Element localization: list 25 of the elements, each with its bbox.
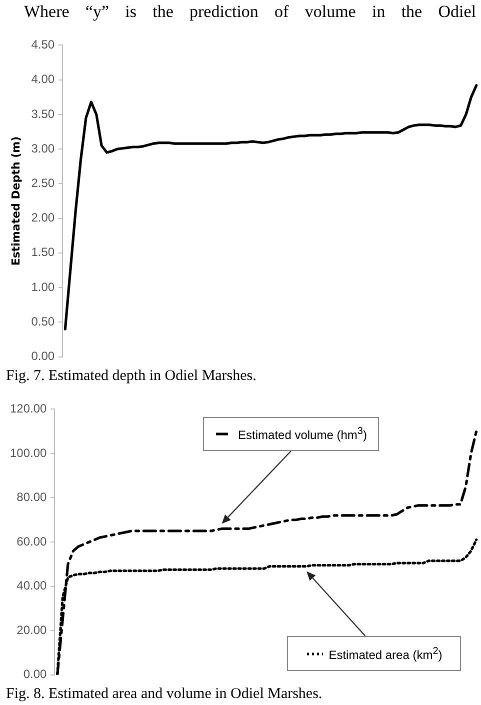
y-tick-label: 3.50 bbox=[31, 106, 55, 121]
y-tick-label: 2.00 bbox=[31, 210, 55, 225]
callout-box: Estimated volume (hm$^{3}$) bbox=[203, 417, 379, 451]
legend-label: Estimated area (km$^{2}$) bbox=[328, 646, 442, 662]
y-tick-label: 1.00 bbox=[31, 280, 55, 294]
y-tick-label: 2.50 bbox=[31, 176, 55, 190]
callout-box: Estimated area (km$^{2}$) bbox=[287, 636, 461, 671]
y-tick-label: 4.00 bbox=[31, 72, 55, 86]
legend-label: Estimated volume (hm$^{3}$) bbox=[238, 426, 367, 442]
caption: Fig. 7. Estimated depth in Odiel Marshes. bbox=[6, 368, 258, 385]
y-tick-label: 60.00 bbox=[16, 534, 48, 548]
y-tick-label: 120.00 bbox=[10, 402, 48, 416]
caption: Fig. 8. Estimated area and volume in Odiel Marshes. bbox=[6, 686, 324, 703]
y-axis-title: Estimated Depth (m) bbox=[9, 136, 22, 266]
y-tick-label: 20.00 bbox=[16, 622, 48, 637]
y-tick-label: 4.50 bbox=[31, 38, 55, 52]
y-tick-label: 80.00 bbox=[16, 490, 48, 504]
y-tick-label: 0.00 bbox=[23, 667, 48, 682]
y-tick-label: 1.50 bbox=[31, 245, 55, 260]
y-tick-label: 3.00 bbox=[31, 141, 55, 156]
y-tick-label: 0.50 bbox=[31, 314, 55, 328]
y-tick-label: 0.00 bbox=[31, 349, 55, 364]
y-tick-label: 100.00 bbox=[10, 446, 48, 460]
text: Where “y” is the prediction of volume in the Odiel bbox=[24, 2, 476, 22]
y-tick-label: 40.00 bbox=[16, 578, 48, 593]
